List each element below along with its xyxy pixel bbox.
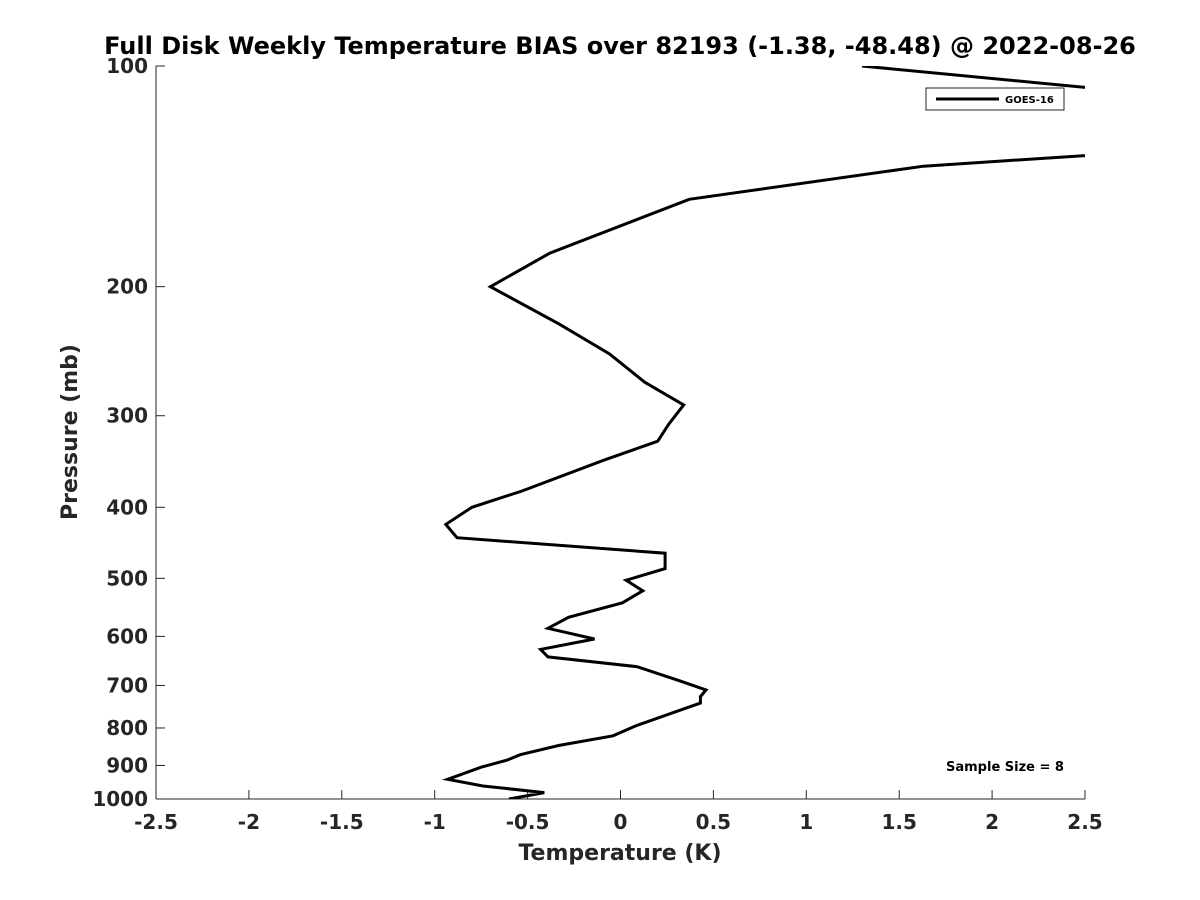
x-tick-label: 0 [614,810,628,834]
y-tick-label: 500 [106,566,148,590]
y-tick-label: 200 [106,275,148,299]
chart-title: Full Disk Weekly Temperature BIAS over 8… [104,32,1136,60]
y-tick-label: 300 [106,404,148,428]
x-tick-label: -1 [424,810,446,834]
x-tick-label: -2 [238,810,260,834]
sample-size-annotation: Sample Size = 8 [946,760,1064,775]
axes: -2.5 -2 -1.5 -1 -0.5 0 0.5 1 1.5 2 2.5 100 200 300 400… [92,54,1102,834]
x-axis-label: Temperature (K) [518,841,721,866]
x-tick-label: 0.5 [696,810,731,834]
y-tick-label: 800 [106,716,148,740]
legend: GOES-16 [925,87,1065,111]
y-tick-label: 400 [106,495,148,519]
y-tick-label: 900 [106,753,148,777]
y-tick-label: 1000 [92,787,148,811]
y-tick-label: 600 [106,624,148,648]
y-tick-label: 700 [106,673,148,697]
x-tick-label: -0.5 [506,810,550,834]
x-tick-label: -2.5 [134,810,178,834]
x-tick-label: 2 [985,810,999,834]
series-line-goes-16 [442,66,1085,799]
x-tick-label: 2.5 [1067,810,1102,834]
legend-label: GOES-16 [1005,95,1054,106]
series-layer [442,66,1085,799]
x-tick-label: 1 [799,810,813,834]
y-tick-label: 100 [106,54,148,78]
x-tick-label: 1.5 [881,810,916,834]
x-tick-label: -1.5 [320,810,364,834]
y-axis-label: Pressure (mb) [58,344,83,520]
